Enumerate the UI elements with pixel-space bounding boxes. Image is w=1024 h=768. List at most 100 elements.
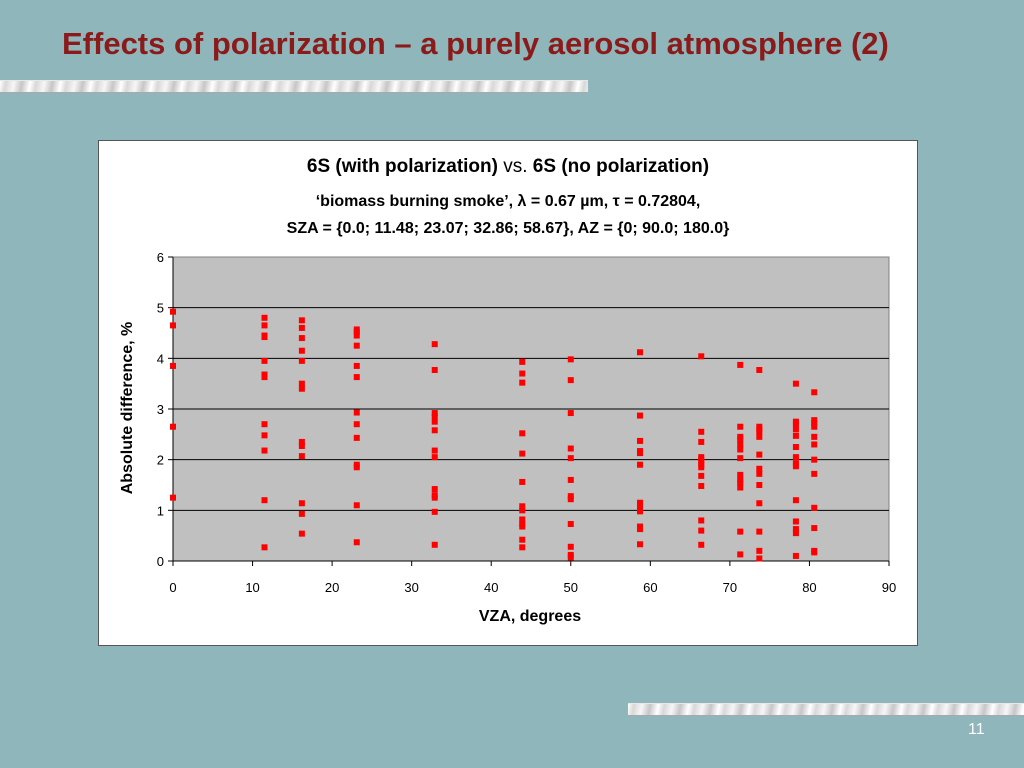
data-point-8-2 bbox=[698, 438, 705, 445]
data-point-6-3 bbox=[567, 445, 574, 452]
data-point-12-5 bbox=[811, 441, 818, 448]
x-tick-label-1: 10 bbox=[245, 580, 259, 595]
data-point-7-6 bbox=[636, 499, 643, 506]
data-point-6-8 bbox=[567, 521, 574, 528]
data-point-4-8 bbox=[431, 486, 438, 493]
data-point-9-3 bbox=[737, 436, 744, 443]
data-point-10-10 bbox=[756, 528, 763, 535]
data-point-10-9 bbox=[756, 500, 763, 507]
x-tick-label-0: 0 bbox=[169, 580, 176, 595]
data-point-4-3 bbox=[431, 413, 438, 420]
data-point-10-8 bbox=[756, 482, 763, 488]
data-point-2-2 bbox=[298, 335, 305, 342]
data-point-2-5 bbox=[298, 380, 305, 387]
data-point-0-4 bbox=[170, 494, 176, 501]
data-point-8-11 bbox=[698, 527, 705, 534]
data-point-1-11 bbox=[261, 544, 268, 551]
data-point-4-6 bbox=[431, 447, 438, 454]
data-point-7-4 bbox=[636, 450, 643, 457]
y-tick-label-3: 3 bbox=[157, 402, 164, 417]
data-point-8-9 bbox=[698, 483, 705, 490]
page-number: 11 bbox=[968, 721, 985, 738]
data-point-4-11 bbox=[431, 508, 438, 515]
data-point-9-0 bbox=[737, 361, 744, 368]
data-point-6-9 bbox=[567, 543, 574, 550]
decorative-divider-bottom bbox=[628, 703, 1024, 716]
data-point-2-12 bbox=[298, 530, 305, 537]
data-point-12-0 bbox=[811, 389, 818, 396]
data-point-5-4 bbox=[519, 450, 526, 457]
data-point-10-3 bbox=[756, 428, 763, 435]
x-tick-label-6: 60 bbox=[643, 580, 657, 595]
data-point-9-11 bbox=[737, 528, 744, 535]
data-point-10-0 bbox=[756, 366, 763, 373]
y-tick-label-6: 6 bbox=[157, 250, 164, 265]
data-point-7-7 bbox=[636, 503, 643, 510]
data-point-2-9 bbox=[298, 453, 305, 460]
data-point-8-10 bbox=[698, 517, 705, 524]
data-point-4-5 bbox=[431, 427, 438, 434]
y-axis-label: Absolute difference, % bbox=[119, 321, 136, 495]
data-point-1-9 bbox=[261, 447, 268, 454]
data-point-3-12 bbox=[353, 539, 360, 546]
data-point-2-4 bbox=[298, 357, 305, 364]
data-point-3-7 bbox=[353, 421, 360, 428]
data-point-3-10 bbox=[353, 464, 360, 471]
x-tick-label-4: 40 bbox=[484, 580, 498, 595]
data-point-5-8 bbox=[519, 516, 526, 523]
data-point-12-11 bbox=[811, 549, 818, 556]
x-tick-label-5: 50 bbox=[564, 580, 578, 595]
data-point-1-3 bbox=[261, 334, 268, 341]
data-point-7-0 bbox=[636, 349, 643, 356]
data-point-2-1 bbox=[298, 324, 305, 331]
data-point-10-4 bbox=[756, 433, 763, 440]
data-point-2-0 bbox=[298, 317, 305, 324]
data-point-3-3 bbox=[353, 342, 360, 349]
x-tick-label-3: 30 bbox=[404, 580, 418, 595]
data-point-12-4 bbox=[811, 433, 818, 440]
x-tick-label-8: 80 bbox=[802, 580, 816, 595]
data-point-12-3 bbox=[811, 423, 818, 430]
data-point-5-5 bbox=[519, 478, 526, 485]
data-point-0-3 bbox=[170, 423, 176, 430]
data-point-11-4 bbox=[792, 432, 799, 439]
data-point-5-11 bbox=[519, 536, 526, 543]
data-point-8-1 bbox=[698, 428, 705, 435]
data-point-3-5 bbox=[353, 374, 360, 381]
data-point-7-5 bbox=[636, 461, 643, 468]
data-point-9-4 bbox=[737, 441, 744, 448]
data-point-3-2 bbox=[353, 332, 360, 339]
data-point-9-1 bbox=[737, 423, 744, 430]
data-point-11-7 bbox=[792, 460, 799, 467]
data-point-12-9 bbox=[811, 525, 818, 532]
data-point-10-5 bbox=[756, 451, 763, 458]
data-point-5-1 bbox=[519, 370, 526, 377]
data-point-7-10 bbox=[636, 526, 643, 533]
data-point-6-4 bbox=[567, 455, 574, 462]
chart-title-right: 6S (no polarization) bbox=[527, 156, 710, 177]
data-point-4-7 bbox=[431, 454, 438, 461]
decorative-divider-top bbox=[0, 80, 588, 93]
data-point-8-12 bbox=[698, 541, 705, 548]
y-tick-label-0: 0 bbox=[157, 554, 164, 569]
data-point-11-0 bbox=[792, 380, 799, 387]
chart-subtitle-line1: ‘biomass burning smoke’, λ = 0.67 µm, τ … bbox=[315, 193, 701, 210]
data-point-12-6 bbox=[811, 456, 818, 463]
data-point-11-2 bbox=[792, 421, 799, 428]
data-point-9-7 bbox=[737, 471, 744, 478]
data-point-2-7 bbox=[298, 438, 305, 445]
data-point-11-9 bbox=[792, 497, 799, 504]
data-point-8-0 bbox=[698, 353, 705, 360]
data-point-2-6 bbox=[298, 385, 305, 392]
chart-title-left: 6S (with polarization) bbox=[306, 156, 504, 177]
data-point-1-10 bbox=[261, 497, 268, 504]
data-point-1-7 bbox=[261, 421, 268, 428]
data-point-0-2 bbox=[170, 362, 176, 369]
data-point-5-3 bbox=[519, 430, 526, 437]
chart-subtitle-line2: SZA = {0.0; 11.48; 23.07; 32.86; 58.67},… bbox=[286, 220, 730, 237]
data-point-6-11 bbox=[567, 554, 574, 561]
data-point-3-4 bbox=[353, 362, 360, 369]
data-point-11-3 bbox=[792, 426, 799, 433]
data-point-5-0 bbox=[519, 358, 526, 365]
